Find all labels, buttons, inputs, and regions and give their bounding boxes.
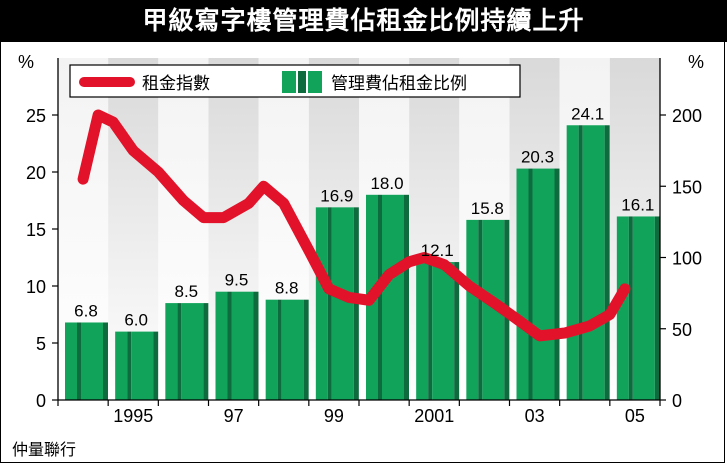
x-axis-tick-label: 99 <box>324 406 344 426</box>
rent-index-line-group <box>77 109 631 342</box>
bar-right-segment <box>231 291 254 400</box>
bar-value-label: 8.8 <box>275 279 299 298</box>
bar-shadow-segment <box>454 262 460 400</box>
bar-right-segment <box>582 125 605 400</box>
bar-left-segment <box>65 322 77 400</box>
bar-divider-segment <box>628 216 633 400</box>
bar-value-label: 24.1 <box>571 104 604 123</box>
bar-shadow-segment <box>153 331 159 400</box>
left-axis-tick-label: 20 <box>26 163 46 183</box>
bar-left-segment <box>566 125 579 400</box>
bar-value-label: 9.5 <box>225 271 249 290</box>
x-axis-tick-label: 2001 <box>414 406 454 426</box>
bar-left-segment <box>516 168 529 400</box>
bar-value-label: 8.5 <box>175 282 199 301</box>
bar-value-label: 15.8 <box>471 199 504 218</box>
bar-right-segment <box>632 216 655 400</box>
bar-divider-segment <box>378 194 382 400</box>
bar-value-label: 16.9 <box>320 186 353 205</box>
rent-index-line <box>77 109 631 342</box>
bar-shadow-segment <box>404 194 409 400</box>
bar-divider-segment <box>77 322 81 400</box>
bar-divider-segment <box>177 303 182 400</box>
bar-divider-segment <box>227 291 232 400</box>
bar-left-segment <box>215 291 228 400</box>
legend: 租金指數 管理費佔租金比例 <box>69 64 521 98</box>
left-axis-tick-label: 10 <box>26 277 46 297</box>
bar-divider-segment <box>428 262 433 400</box>
left-axis-tick-label: 15 <box>26 220 46 240</box>
x-axis-tick-label: 05 <box>625 406 645 426</box>
bar-right-segment <box>131 331 154 400</box>
bar-left-segment <box>315 207 328 400</box>
bar-shadow-segment <box>303 299 309 400</box>
bar-right-segment <box>331 207 354 400</box>
right-axis-tick-label: 150 <box>672 177 702 197</box>
bar-value-label: 6.8 <box>74 301 98 320</box>
bar-divider-segment <box>578 125 583 400</box>
legend-label-ratio: 管理費佔租金比例 <box>331 74 467 93</box>
title-bar: 甲級寫字樓管理費佔租金比例持續上升 <box>0 0 727 42</box>
left-axis-tick-label: 25 <box>26 106 46 126</box>
bar-value-label: 6.0 <box>124 311 148 330</box>
bar-shadow-segment <box>554 168 560 400</box>
bar-left-segment <box>165 303 178 400</box>
x-axis-tick-label: 1995 <box>113 406 153 426</box>
bar-divider-segment <box>127 331 132 400</box>
bar-labels-group: 6.8 6.0 8.5 9.5 8.8 16.9 18.0 12.1 15.8 20.3 24.1 1… <box>74 104 654 329</box>
bar-divider-segment <box>478 219 483 400</box>
chart-title: 甲級寫字樓管理費佔租金比例持續上升 <box>142 6 585 35</box>
bar-value-label: 16.1 <box>621 195 654 214</box>
x-axis-tick-label: 03 <box>525 406 545 426</box>
bar-left-segment <box>466 219 479 400</box>
bar-right-segment <box>181 303 204 400</box>
bar-shadow-segment <box>203 303 209 400</box>
left-axis-unit: % <box>18 52 34 72</box>
right-axis-unit: % <box>688 52 704 72</box>
bar-left-segment <box>616 216 629 400</box>
right-axis-tick-label: 0 <box>672 391 682 411</box>
bar-right-segment <box>382 194 404 400</box>
bar-left-segment <box>416 262 429 400</box>
bar-left-segment <box>115 331 128 400</box>
bar-divider-segment <box>277 299 282 400</box>
bar-right-segment <box>81 322 103 400</box>
bar-shadow-segment <box>103 322 108 400</box>
left-axis-tick-label: 5 <box>36 334 46 354</box>
legend-bar-swatch-mid <box>298 71 306 93</box>
right-axis-tick-label: 100 <box>672 249 702 269</box>
right-axis-tick-label: 200 <box>672 106 702 126</box>
bar-left-segment <box>265 299 278 400</box>
bar-divider-segment <box>528 168 533 400</box>
bar-value-label: 12.1 <box>421 241 454 260</box>
bar-value-label: 20.3 <box>521 148 554 167</box>
left-axis-tick-label: 0 <box>36 391 46 411</box>
right-axis-tick-label: 50 <box>672 320 692 340</box>
bar-shadow-segment <box>654 216 660 400</box>
bar-right-segment <box>281 299 304 400</box>
x-axis-tick-label: 97 <box>224 406 244 426</box>
bar-divider-segment <box>327 207 332 400</box>
bar-right-segment <box>432 262 455 400</box>
legend-bar-swatch-front <box>282 71 296 93</box>
bar-shadow-segment <box>253 291 259 400</box>
legend-label-rent-index: 租金指數 <box>142 74 210 93</box>
bar-shadow-segment <box>604 125 610 400</box>
bar-right-segment <box>532 168 555 400</box>
source-note: 仲量聯行 <box>12 440 77 459</box>
bar-value-label: 18.0 <box>370 174 403 193</box>
bar-right-segment <box>482 219 505 400</box>
legend-bar-swatch-back <box>308 71 322 93</box>
